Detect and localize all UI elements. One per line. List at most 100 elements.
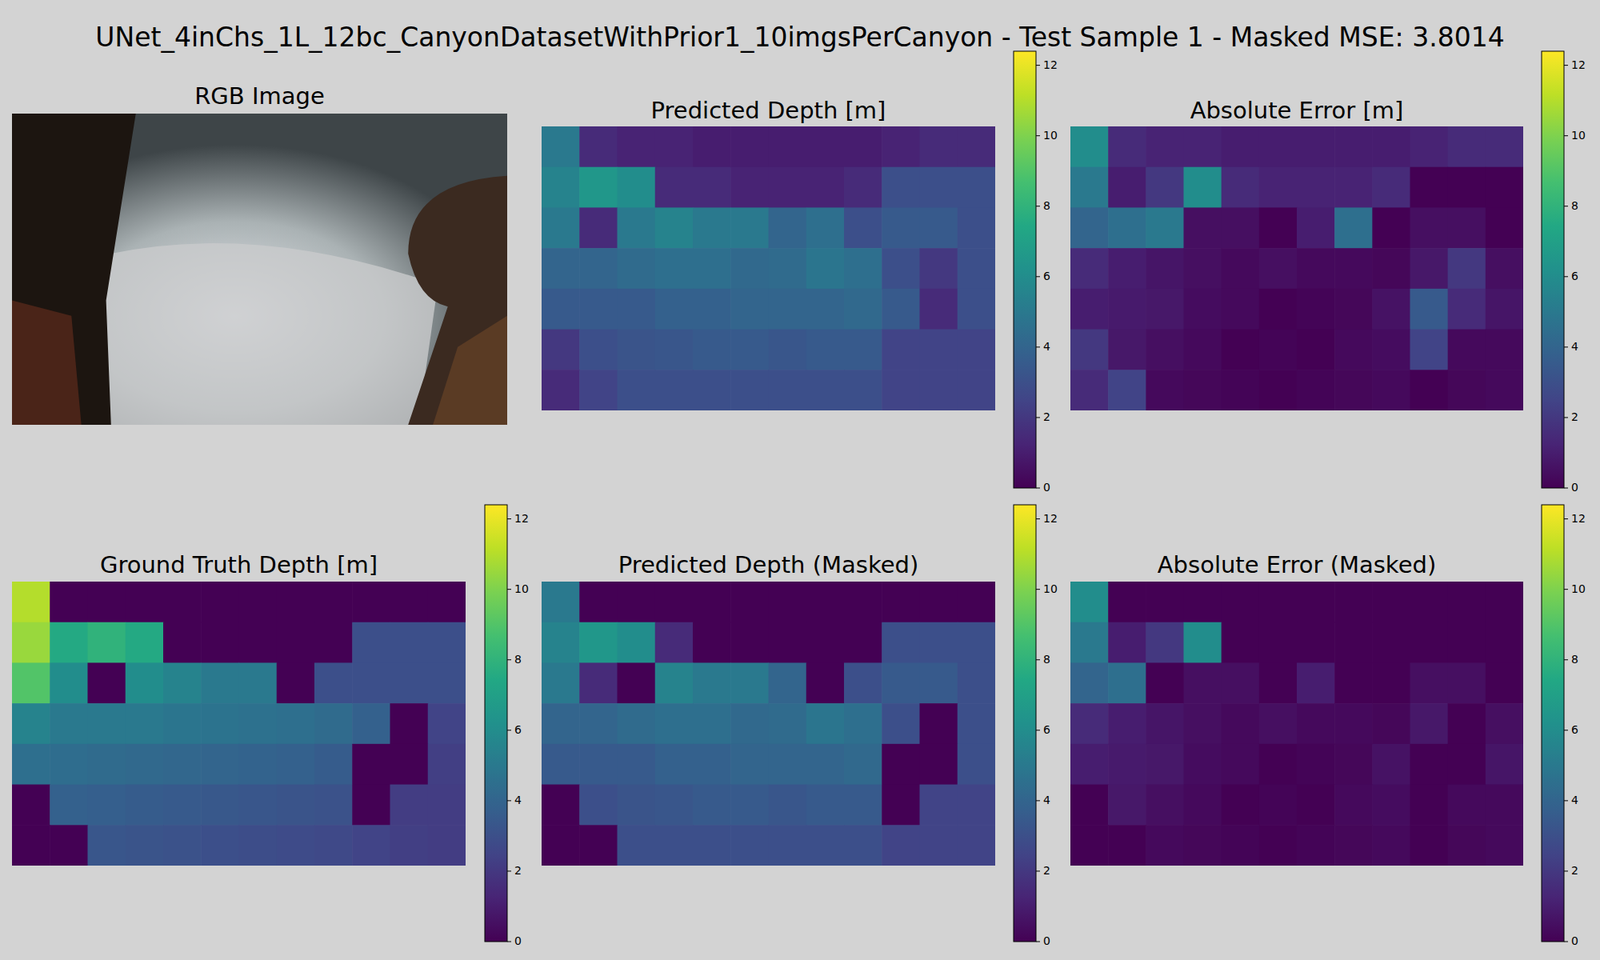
heatmap-cell [692, 329, 732, 371]
heatmap-cell [1448, 167, 1487, 208]
heatmap-cell [1448, 784, 1487, 826]
heatmap-cell [579, 329, 618, 371]
heatmap-cells [541, 581, 996, 866]
heatmap-cell [1448, 126, 1487, 168]
heatmap-cell [1184, 784, 1223, 826]
colorbar-tick [507, 941, 512, 943]
colorbar-tick-label: 12 [1043, 58, 1058, 72]
heatmap-cell [428, 744, 466, 785]
heatmap-cell [768, 167, 808, 208]
heatmap-cell [1184, 662, 1223, 704]
heatmap-cell [200, 784, 240, 826]
colorbar-tick-label: 8 [1043, 652, 1051, 666]
heatmap-cell [276, 622, 316, 664]
heatmap-cell [768, 581, 808, 623]
colorbar-tick [1036, 659, 1040, 660]
heatmap-cell [1221, 207, 1260, 248]
heatmap-cell [1108, 167, 1147, 208]
heatmap-cell [49, 581, 88, 623]
heatmap-cell [617, 703, 656, 744]
colorbar-tick-label: 12 [1571, 512, 1586, 525]
water [12, 113, 508, 425]
heatmap-cell [920, 622, 959, 664]
heatmap-cell [1296, 703, 1336, 744]
colorbar-tick [1564, 488, 1568, 489]
heatmap-cell [730, 662, 769, 704]
colorbar-tick-label: 0 [1571, 934, 1579, 948]
heatmap-cell [1296, 824, 1336, 866]
heatmap-cell [692, 207, 732, 248]
colorbar-tick-label: 6 [514, 723, 522, 736]
colorbar-tick-label: 12 [1043, 512, 1058, 525]
heatmap-cell [352, 824, 391, 866]
heatmap-cell [276, 662, 316, 704]
heatmap-cell [730, 369, 769, 411]
heatmap-cell [428, 824, 466, 866]
heatmap-cell [881, 622, 920, 664]
heatmap-cell [957, 248, 996, 289]
heatmap-cell [1259, 824, 1298, 866]
colorbar-tick [1564, 659, 1568, 660]
heatmap-cell [1070, 329, 1109, 371]
heatmap-cell [692, 622, 732, 664]
left-rock [12, 113, 136, 425]
heatmap-cell [844, 167, 883, 208]
heatmap-cell [1485, 248, 1524, 289]
heatmap-cell [617, 784, 656, 826]
heatmap-cell [1108, 703, 1147, 744]
colorbar-tick-label: 4 [1571, 793, 1579, 807]
heatmap-cell [730, 329, 769, 371]
heatmap-cell [88, 784, 127, 826]
heatmap-cell [844, 744, 883, 785]
colorbar-tick [1036, 729, 1040, 731]
heatmap-cell [541, 581, 580, 623]
heatmap-cell [920, 207, 959, 248]
heatmap-cell [806, 622, 845, 664]
heatmap-cell [163, 662, 202, 704]
heatmap-cells [1070, 126, 1524, 411]
heatmap-cell [881, 824, 920, 866]
heatmap-cell [957, 622, 996, 664]
heatmap-cell [314, 662, 353, 704]
colorbar-frame [484, 504, 508, 942]
heatmap-cell [1296, 248, 1336, 289]
heatmap-cell [390, 784, 429, 826]
heatmap-cell [1221, 581, 1260, 623]
heatmap-cell [844, 662, 883, 704]
heatmap-cell [1334, 662, 1373, 704]
heatmap-cell [579, 744, 618, 785]
heatmap-cell [655, 662, 694, 704]
colorbar-tick [1564, 64, 1568, 66]
heatmap-cell [920, 581, 959, 623]
heatmap-cell [617, 622, 656, 664]
heatmap-cell [844, 784, 883, 826]
colorbar-frame [1013, 504, 1036, 942]
heatmap-cell [1145, 329, 1184, 371]
heatmap-cell [957, 167, 996, 208]
heatmap-cell [1145, 784, 1184, 826]
heatmap-cell [276, 784, 316, 826]
heatmap-cell [1145, 744, 1184, 785]
panel-title: Predicted Depth (Masked) [618, 551, 919, 579]
heatmap-cell [844, 622, 883, 664]
heatmap-cell [352, 622, 391, 664]
colorbar-fill [1541, 51, 1564, 488]
heatmap-cell [692, 288, 732, 330]
colorbar: 024681012 [1541, 51, 1586, 494]
heatmap-cell [1448, 824, 1487, 866]
heatmap-cell [1372, 288, 1411, 330]
heatmap-cell [692, 703, 732, 744]
heatmap-cell [1296, 329, 1336, 371]
heatmap-cell [1259, 126, 1298, 168]
heatmap-cell [617, 288, 656, 330]
heatmap-cell [1410, 207, 1449, 248]
heatmap-cell [1145, 369, 1184, 411]
heatmap-cell [1070, 784, 1109, 826]
heatmap-cell [617, 581, 656, 623]
heatmap-cell [428, 622, 466, 664]
heatmap-cell [125, 784, 164, 826]
heatmap-cell [1070, 248, 1109, 289]
heatmap-cell [1184, 369, 1223, 411]
heatmap-cell [1108, 824, 1147, 866]
heatmap-cell [239, 581, 278, 623]
